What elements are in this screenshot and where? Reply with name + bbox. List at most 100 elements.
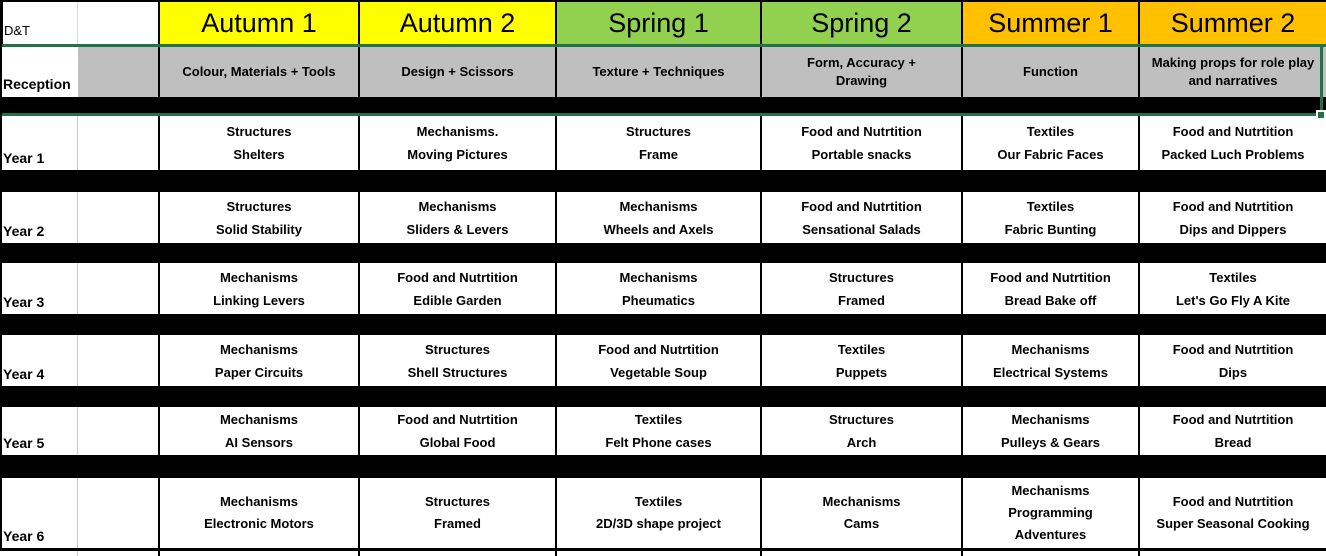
empty-cell[interactable] (1140, 551, 1326, 556)
term-header-spring-1[interactable]: Spring 1 (557, 2, 762, 44)
cell-reception-spring2[interactable]: Form, Accuracy + Drawing (762, 47, 963, 97)
cell-year6-summer1[interactable]: Mechanisms Programming Adventures (963, 478, 1140, 548)
cell-year1-summer2[interactable]: Food and Nutrtition Packed Luch Problems (1140, 116, 1326, 170)
cell-reception-spring1[interactable]: Texture + Techniques (557, 47, 762, 97)
cell-year1-autumn1[interactable]: Structures Shelters (160, 116, 360, 170)
unit-category: Food and Nutrtition (397, 412, 518, 427)
cell-year1-autumn2[interactable]: Mechanisms. Moving Pictures (360, 116, 557, 170)
cell-year4-spring2[interactable]: Textiles Puppets (762, 335, 963, 386)
cell-year5-autumn2[interactable]: Food and Nutrtition Global Food (360, 407, 557, 455)
row-label-year-6[interactable]: Year 6 (0, 478, 78, 548)
cell-year2-summer1[interactable]: Textiles Fabric Bunting (963, 192, 1140, 243)
cell-year4-summer2[interactable]: Food and Nutrtition Dips (1140, 335, 1326, 386)
spacer-cell[interactable] (78, 407, 160, 455)
cell-year2-autumn2[interactable]: Mechanisms Sliders & Levers (360, 192, 557, 243)
spacer-cell[interactable] (78, 263, 160, 314)
unit-category: Mechanisms (418, 198, 497, 214)
cell-year6-autumn1[interactable]: Mechanisms Electronic Motors (160, 478, 360, 548)
cell-year1-spring1[interactable]: Structures Frame (557, 116, 762, 170)
cell-year2-summer2[interactable]: Food and Nutrtition Dips and Dippers (1140, 192, 1326, 243)
cell-year3-spring1[interactable]: Mechanisms Pheumatics (557, 263, 762, 314)
cell-year3-autumn1[interactable]: Mechanisms Linking Levers (160, 263, 360, 314)
cell-year5-spring1[interactable]: Textiles Felt Phone cases (557, 407, 762, 455)
spacer-cell[interactable] (78, 478, 160, 548)
cell-reception-autumn1[interactable]: Colour, Materials + Tools (160, 47, 360, 97)
unit-category: Mechanisms (1011, 412, 1090, 427)
empty-cell[interactable] (762, 551, 963, 556)
subject-title: D&T (4, 23, 30, 38)
unit-project: Super Seasonal Cooking (1156, 516, 1310, 531)
cell-reception-summer2[interactable]: Making props for role play and narrative… (1140, 47, 1326, 97)
empty-cell[interactable] (557, 551, 762, 556)
cell-year2-autumn1[interactable]: Structures Solid Stability (160, 192, 360, 243)
reception-spacer-cell[interactable] (78, 47, 160, 97)
cell-year1-summer1[interactable]: Textiles Our Fabric Faces (963, 116, 1140, 170)
unit-category: Structures (424, 494, 491, 509)
row-label-reception[interactable]: Reception (0, 47, 78, 97)
unit-category: Food and Nutrtition (1172, 341, 1294, 357)
cell-year4-spring1[interactable]: Food and Nutrtition Vegetable Soup (557, 335, 762, 386)
header-spacer-cell[interactable] (78, 2, 160, 44)
partial-next-row (0, 551, 1326, 556)
row-label-year-2[interactable]: Year 2 (0, 192, 78, 243)
cell-year1-spring2[interactable]: Food and Nutrtition Portable snacks (762, 116, 963, 170)
cell-year3-summer1[interactable]: Food and Nutrtition Bread Bake off (963, 263, 1140, 314)
term-header-autumn-2[interactable]: Autumn 2 (360, 2, 557, 44)
cell-year3-spring2[interactable]: Structures Framed (762, 263, 963, 314)
selection-border-bottom (0, 113, 1326, 116)
unit-project: Shell Structures (407, 364, 508, 380)
unit-project: Cams (843, 516, 880, 531)
unit-project: Vegetable Soup (610, 364, 707, 380)
cell-reception-summer1[interactable]: Function (963, 47, 1140, 97)
row-label-year-3[interactable]: Year 3 (0, 263, 78, 314)
empty-cell[interactable] (78, 551, 160, 556)
unit-category: Mechanisms. (416, 124, 499, 139)
row-label-year-5[interactable]: Year 5 (0, 407, 78, 455)
cell-reception-autumn2[interactable]: Design + Scissors (360, 47, 557, 97)
unit-project: Edible Garden (413, 292, 502, 308)
unit-category: Structures (424, 341, 491, 357)
cell-year5-summer2[interactable]: Food and Nutrtition Bread (1140, 407, 1326, 455)
row-label-year-1[interactable]: Year 1 (0, 116, 78, 170)
cell-year4-autumn1[interactable]: Mechanisms Paper Circuits (160, 335, 360, 386)
cell-year5-summer1[interactable]: Mechanisms Pulleys & Gears (963, 407, 1140, 455)
unit-category: Food and Nutrtition (990, 269, 1111, 285)
empty-cell[interactable] (360, 551, 557, 556)
unit-category: Mechanisms (219, 341, 299, 357)
unit-project: Bread Bake off (1004, 292, 1097, 308)
cell-year3-autumn2[interactable]: Food and Nutrtition Edible Garden (360, 263, 557, 314)
subject-title-cell[interactable]: D&T (0, 2, 78, 44)
unit-category: Mechanisms (619, 269, 698, 285)
term-header-autumn-1[interactable]: Autumn 1 (160, 2, 360, 44)
cell-year6-spring1[interactable]: Textiles 2D/3D shape project (557, 478, 762, 548)
cell-year3-summer2[interactable]: Textiles Let's Go Fly A Kite (1140, 263, 1326, 314)
cell-year4-autumn2[interactable]: Structures Shell Structures (360, 335, 557, 386)
cell-year2-spring2[interactable]: Food and Nutrtition Sensational Salads (762, 192, 963, 243)
unit-category: Textiles (634, 494, 683, 509)
unit-project: Programming Adventures (1008, 505, 1093, 542)
cell-year6-summer2[interactable]: Food and Nutrtition Super Seasonal Cooki… (1140, 478, 1326, 548)
selection-fill-handle[interactable] (1316, 110, 1326, 120)
cell-year2-spring1[interactable]: Mechanisms Wheels and Axels (557, 192, 762, 243)
spacer-cell[interactable] (78, 335, 160, 386)
unit-project: Our Fabric Faces (997, 147, 1104, 162)
row-label-year-4[interactable]: Year 4 (0, 335, 78, 386)
empty-cell[interactable] (963, 551, 1140, 556)
unit-project: Frame (638, 147, 679, 162)
spacer-cell[interactable] (78, 116, 160, 170)
cell-year5-autumn1[interactable]: Mechanisms AI Sensors (160, 407, 360, 455)
term-header-summer-2[interactable]: Summer 2 (1140, 2, 1326, 44)
empty-cell[interactable] (0, 551, 78, 556)
cell-year6-autumn2[interactable]: Structures Framed (360, 478, 557, 548)
year-3-row: Year 3 Mechanisms Linking Levers Food an… (0, 263, 1326, 314)
term-header-spring-2[interactable]: Spring 2 (762, 2, 963, 44)
unit-category: Food and Nutrtition (1172, 494, 1294, 509)
cell-year4-summer1[interactable]: Mechanisms Electrical Systems (963, 335, 1140, 386)
cell-year6-spring2[interactable]: Mechanisms Cams (762, 478, 963, 548)
cell-year5-spring2[interactable]: Structures Arch (762, 407, 963, 455)
empty-cell[interactable] (160, 551, 360, 556)
term-header-summer-1[interactable]: Summer 1 (963, 2, 1140, 44)
unit-category: Textiles (634, 412, 683, 427)
unit-category: Mechanisms (219, 269, 299, 285)
spacer-cell[interactable] (78, 192, 160, 243)
